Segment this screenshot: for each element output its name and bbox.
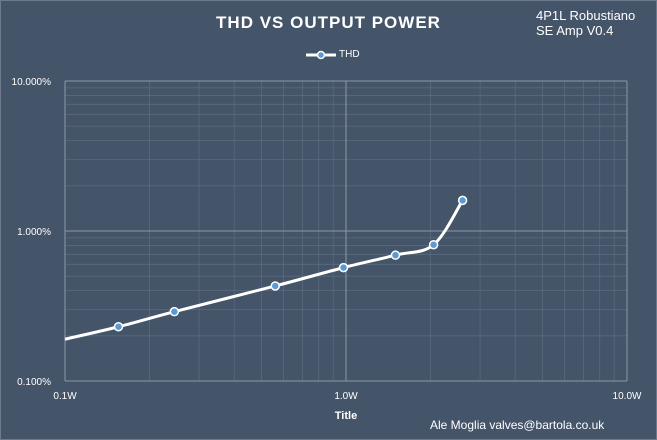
- amp-note-line-2: SE Amp V0.4: [536, 23, 614, 38]
- data-point-thd: [270, 281, 280, 291]
- author-credit: Ale Moglia valves@bartola.co.uk: [430, 418, 605, 432]
- tick-labels: 0.1W 1.0W 10.0W 0.100% 1.000% 10.000%: [12, 77, 642, 402]
- x-tick-label: 0.1W: [53, 391, 77, 402]
- x-tick-label: 1.0W: [334, 391, 358, 402]
- y-tick-label: 0.100%: [17, 377, 51, 388]
- y-tick-label: 10.000%: [12, 77, 52, 88]
- data-point-thd: [457, 195, 468, 206]
- amp-note-line-1: 4P1L Robustiano: [536, 8, 636, 23]
- series-line-thd: [64, 199, 464, 341]
- legend-label-thd: THD: [339, 49, 360, 60]
- series-thd: [64, 195, 468, 341]
- data-point-thd: [390, 250, 401, 260]
- y-tick-label: 1.000%: [17, 227, 51, 238]
- legend: THD: [306, 49, 360, 60]
- grid: [64, 80, 628, 382]
- data-point-thd: [428, 239, 439, 250]
- legend-swatch: [306, 50, 336, 59]
- data-point-thd: [338, 262, 349, 273]
- x-axis-title: Title: [335, 410, 357, 422]
- data-point-thd: [169, 306, 180, 317]
- amp-note: 4P1L Robustiano SE Amp V0.4: [536, 8, 635, 38]
- x-tick-label: 10.0W: [613, 391, 642, 402]
- chart-title: THD VS OUTPUT POWER: [216, 13, 441, 32]
- data-point-thd: [113, 321, 124, 332]
